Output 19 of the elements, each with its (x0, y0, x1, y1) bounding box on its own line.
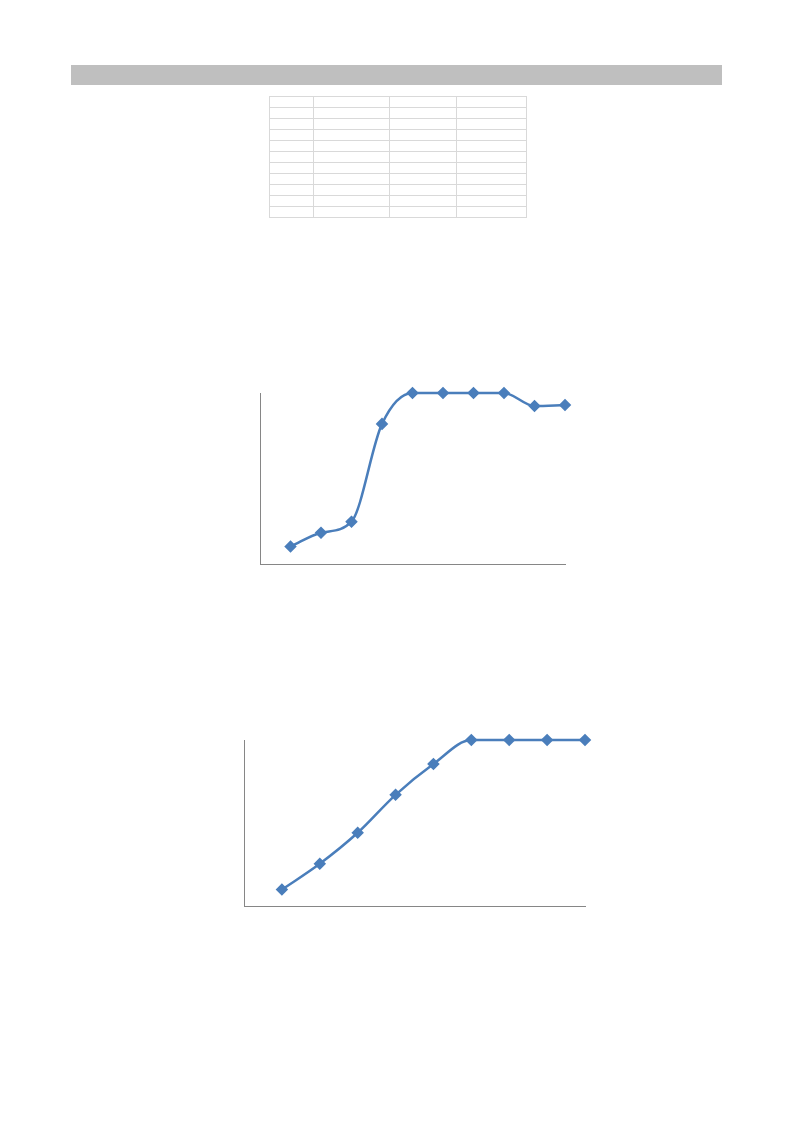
point (503, 734, 515, 746)
point (465, 734, 478, 746)
point (406, 387, 419, 399)
point (528, 400, 541, 412)
point (284, 540, 297, 553)
point (541, 734, 553, 746)
point (345, 515, 358, 528)
point (498, 387, 510, 399)
point (276, 883, 288, 896)
point (437, 387, 449, 399)
point (314, 858, 326, 870)
point (559, 399, 571, 411)
point (389, 789, 402, 801)
point (376, 418, 388, 430)
point (315, 526, 327, 539)
point (467, 387, 480, 399)
point (427, 758, 440, 770)
point (351, 827, 364, 839)
point (579, 734, 591, 746)
